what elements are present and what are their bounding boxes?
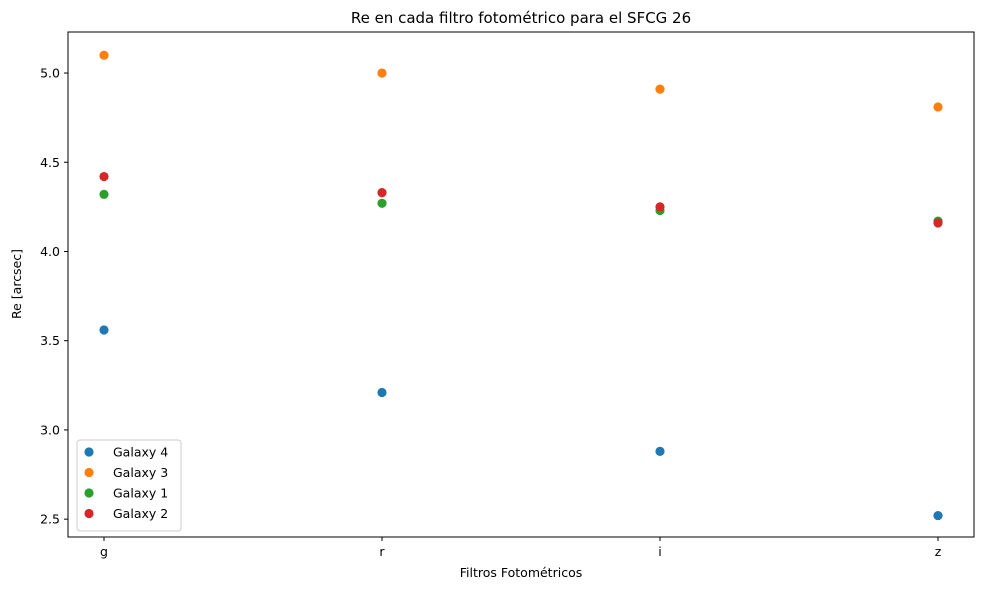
data-point-galaxy-3 <box>99 50 109 60</box>
y-tick-label: 3.5 <box>40 333 60 348</box>
data-point-galaxy-2 <box>99 171 109 182</box>
data-point-galaxy-4 <box>933 510 943 521</box>
data-point-galaxy-3 <box>933 102 943 112</box>
legend-marker <box>84 488 94 498</box>
data-point-galaxy-4 <box>377 387 387 398</box>
x-axis-label: Filtros Fotométricos <box>460 565 582 580</box>
y-tick-label: 4.5 <box>40 155 60 170</box>
chart-title: Re en cada filtro fotométrico para el SF… <box>351 9 691 27</box>
legend-label: Galaxy 4 <box>113 445 168 460</box>
data-point-galaxy-2 <box>933 218 943 228</box>
data-point-galaxy-1 <box>377 198 387 208</box>
legend-label: Galaxy 2 <box>113 506 168 521</box>
y-tick-label: 3.0 <box>40 422 60 437</box>
legend-label: Galaxy 3 <box>113 465 168 480</box>
legend-box <box>76 439 182 532</box>
legend-marker <box>84 508 94 519</box>
x-tick-label: z <box>935 544 942 559</box>
y-axis-label: Re [arcsec] <box>9 249 24 319</box>
data-point-galaxy-2 <box>655 202 665 212</box>
data-point-galaxy-3 <box>655 84 665 94</box>
x-tick-label: i <box>658 544 661 559</box>
data-point-galaxy-2 <box>377 188 387 198</box>
y-axis: 2.5 3.0 3.5 4.0 4.5 5.0 <box>40 66 68 527</box>
x-tick-label: g <box>100 544 108 559</box>
data-point-galaxy-4 <box>99 325 109 335</box>
legend-label: Galaxy 1 <box>113 486 168 501</box>
legend-marker <box>84 467 94 478</box>
data-point-galaxy-4 <box>655 446 665 456</box>
legend: Galaxy 4 Galaxy 3 Galaxy 1 Galaxy 2 <box>76 439 182 532</box>
y-tick-label: 4.0 <box>40 244 60 259</box>
data-points <box>99 50 943 521</box>
y-tick-label: 2.5 <box>40 512 60 527</box>
x-tick-label: r <box>379 544 385 559</box>
legend-marker <box>84 447 94 457</box>
y-tick-label: 5.0 <box>40 66 60 81</box>
data-point-galaxy-3 <box>377 68 387 78</box>
plot-area <box>67 31 975 538</box>
data-point-galaxy-1 <box>99 189 109 199</box>
